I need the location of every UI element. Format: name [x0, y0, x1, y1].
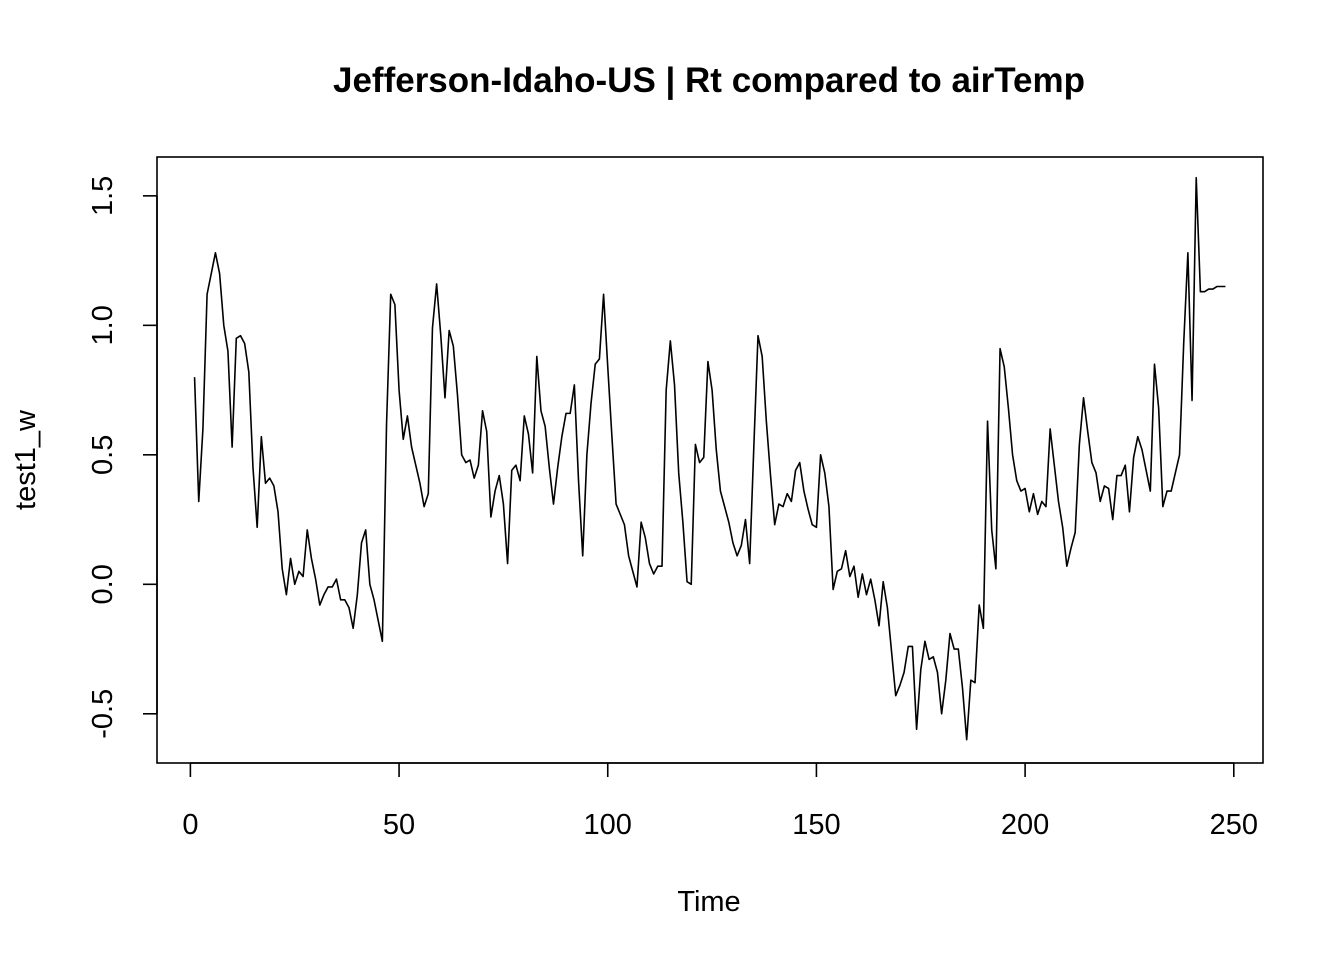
y-tick-label: 1.0 [87, 305, 119, 345]
x-tick-label: 150 [792, 809, 840, 841]
plot-frame [156, 156, 1264, 764]
y-tick-label: 0.5 [87, 435, 119, 475]
y-axis-label: test1_w [10, 409, 42, 510]
y-axis: -0.5 0.0 0.5 1.0 1.5 [87, 176, 158, 739]
x-tick-label: 100 [584, 809, 632, 841]
x-tick-label: 200 [1001, 809, 1049, 841]
x-axis-label: Time [677, 886, 740, 918]
y-tick-label: 1.5 [87, 176, 119, 216]
y-tick-label: -0.5 [87, 689, 119, 739]
y-tick-label: 0.0 [87, 564, 119, 604]
chart-title: Jefferson-Idaho-US | Rt compared to airT… [333, 61, 1085, 100]
x-tick-label: 50 [383, 809, 415, 841]
x-tick-label: 0 [182, 809, 198, 841]
x-tick-label: 250 [1210, 809, 1258, 841]
x-axis: 0 50 100 150 200 250 [182, 762, 1258, 841]
series-line [193, 176, 1226, 741]
